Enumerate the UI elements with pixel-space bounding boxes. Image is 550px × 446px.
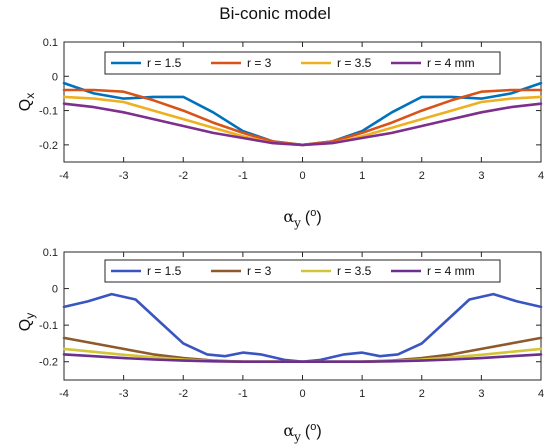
- x-tick-label: -4: [59, 170, 69, 182]
- x-axis-label: αy (o): [283, 207, 321, 230]
- x-tick-label: -2: [178, 170, 188, 182]
- x-tick-label: 3: [478, 170, 484, 182]
- x-tick-label: 0: [299, 170, 305, 182]
- y-axis-label: Qx: [17, 93, 37, 111]
- x-tick-label: 1: [359, 170, 365, 182]
- series-line-4: [62, 353, 543, 363]
- x-tick-label: 4: [538, 170, 544, 182]
- legend-label-1: r = 1.5: [147, 56, 182, 70]
- y-axis-label: Qy: [17, 313, 37, 331]
- y-tick-label: -0.2: [39, 357, 58, 369]
- chart-title: Bi-conic model: [219, 4, 331, 23]
- x-tick-label: 3: [478, 388, 484, 400]
- x-tick-label: 4: [538, 388, 544, 400]
- y-tick-label: -0.2: [39, 140, 58, 152]
- series-line-4: [62, 102, 543, 147]
- x-tick-label: -4: [59, 388, 69, 400]
- y-tick-label: 0: [52, 71, 58, 83]
- y-tick-label: -0.1: [39, 106, 58, 118]
- x-tick-label: 2: [419, 170, 425, 182]
- x-tick-label: -1: [238, 388, 248, 400]
- legend-label-4: r = 4 mm: [427, 56, 475, 70]
- legend-label-2: r = 3: [247, 56, 272, 70]
- x-tick-label: 1: [359, 388, 365, 400]
- legend-label-1: r = 1.5: [147, 264, 182, 278]
- x-tick-label: -2: [178, 388, 188, 400]
- y-tick-label: 0: [52, 284, 58, 296]
- x-tick-label: -1: [238, 170, 248, 182]
- x-tick-label: -3: [119, 170, 129, 182]
- x-tick-label: -3: [119, 388, 129, 400]
- legend: r = 1.5 r = 3 r = 3.5 r = 4 mm: [104, 259, 501, 283]
- x-tick-label: 2: [419, 388, 425, 400]
- legend-label-2: r = 3: [247, 264, 272, 278]
- y-tick-label: -0.1: [39, 320, 58, 332]
- legend-label-4: r = 4 mm: [427, 264, 475, 278]
- x-tick-label: 0: [299, 388, 305, 400]
- legend-label-3: r = 3.5: [337, 264, 372, 278]
- legend-label-3: r = 3.5: [337, 56, 372, 70]
- y-tick-label: 0.1: [43, 37, 58, 49]
- legend: r = 1.5 r = 3 r = 3.5 r = 4 mm: [104, 51, 501, 75]
- y-tick-label: 0.1: [43, 247, 58, 259]
- x-axis-label: αy (o): [283, 421, 321, 444]
